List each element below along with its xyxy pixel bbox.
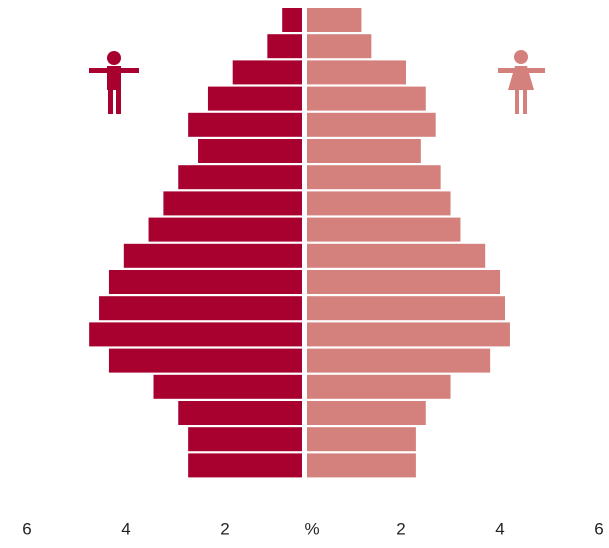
female-bar (307, 8, 362, 32)
female-bar (307, 139, 421, 163)
female-bar (307, 453, 416, 478)
female-bar (307, 374, 451, 399)
male-bar (232, 60, 302, 85)
female-bar (307, 112, 436, 137)
male-bar (188, 112, 302, 137)
x-tick-label: 4 (121, 519, 130, 538)
x-tick-label: 4 (495, 519, 504, 538)
female-bar (307, 217, 461, 242)
x-tick-label: 2 (220, 519, 229, 538)
male-bar (163, 191, 302, 216)
male-bar (108, 348, 302, 373)
female-bar (307, 34, 372, 59)
female-bar (307, 165, 441, 190)
male-bar (267, 34, 302, 59)
female-bar (307, 60, 406, 85)
male-bar (108, 270, 302, 294)
male-bar (178, 401, 302, 425)
x-tick-label: % (304, 519, 319, 538)
female-bar (307, 243, 486, 268)
x-tick-label: 2 (396, 519, 405, 538)
female-bar (307, 86, 426, 111)
male-bar (99, 296, 302, 321)
female-bar (307, 191, 451, 216)
male-bar (198, 139, 302, 163)
male-bar (188, 427, 302, 452)
male-bar (123, 243, 302, 268)
male-bar (89, 322, 303, 347)
male-bar (207, 86, 302, 111)
x-tick-label: 6 (594, 519, 603, 538)
female-icon (498, 50, 545, 114)
x-tick-label: 6 (22, 519, 31, 538)
male-bar (178, 165, 302, 190)
male-bar (153, 374, 302, 399)
female-bar (307, 348, 491, 373)
female-bar (307, 296, 505, 321)
male-icon (89, 51, 139, 114)
male-bar (148, 217, 302, 242)
male-bar (282, 8, 302, 32)
male-bar (188, 453, 302, 478)
female-bar (307, 427, 416, 452)
female-bar (307, 270, 501, 294)
female-bar (307, 322, 510, 347)
female-bar (307, 401, 426, 425)
